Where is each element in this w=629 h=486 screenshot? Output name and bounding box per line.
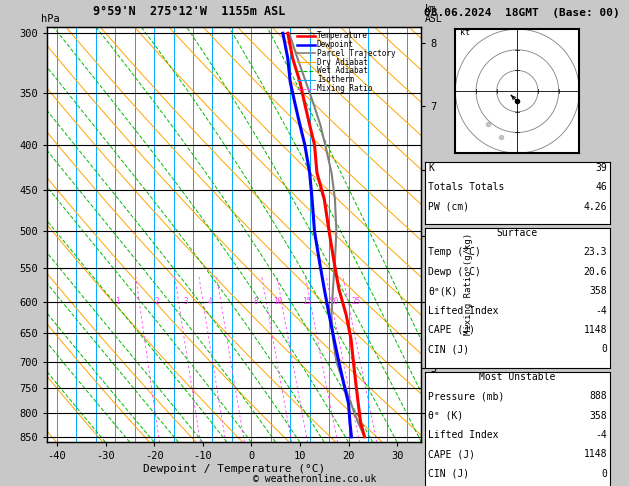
Text: © weatheronline.co.uk: © weatheronline.co.uk (253, 473, 376, 484)
Text: 15: 15 (303, 297, 312, 306)
Text: kt: kt (460, 28, 469, 37)
Text: 46: 46 (595, 182, 607, 192)
Text: θᵉ(K): θᵉ(K) (428, 286, 458, 296)
Text: PW (cm): PW (cm) (428, 202, 469, 211)
Text: 3: 3 (184, 297, 188, 306)
Text: Lifted Index: Lifted Index (428, 430, 499, 440)
Text: 20.6: 20.6 (584, 267, 607, 277)
Text: Lifted Index: Lifted Index (428, 306, 499, 315)
Text: CAPE (J): CAPE (J) (428, 450, 476, 459)
Text: Wet Adiabat: Wet Adiabat (317, 67, 368, 75)
Text: CAPE (J): CAPE (J) (428, 325, 476, 335)
Text: Mixing Ratio: Mixing Ratio (317, 84, 372, 93)
Text: 1148: 1148 (584, 450, 607, 459)
Text: LCL: LCL (429, 432, 447, 442)
Text: Temp (°C): Temp (°C) (428, 247, 481, 257)
Text: 20: 20 (330, 297, 338, 306)
Text: hPa: hPa (41, 14, 60, 24)
Text: 10: 10 (274, 297, 282, 306)
Text: 0: 0 (601, 345, 607, 354)
Text: 2: 2 (154, 297, 159, 306)
Text: 1148: 1148 (584, 325, 607, 335)
Text: 4: 4 (208, 297, 213, 306)
Text: CIN (J): CIN (J) (428, 469, 469, 479)
Text: Temperature: Temperature (317, 31, 368, 40)
Text: 888: 888 (589, 391, 607, 401)
Text: 23.3: 23.3 (584, 247, 607, 257)
Text: Most Unstable: Most Unstable (479, 372, 555, 382)
Text: 8: 8 (254, 297, 259, 306)
Text: Dewp (°C): Dewp (°C) (428, 267, 481, 277)
Text: -4: -4 (595, 430, 607, 440)
Text: Isotherm: Isotherm (317, 75, 354, 84)
Text: 358: 358 (589, 286, 607, 296)
Text: 39: 39 (595, 163, 607, 173)
Text: Dewpoint: Dewpoint (317, 40, 354, 49)
Text: Totals Totals: Totals Totals (428, 182, 504, 192)
Text: km
ASL: km ASL (425, 3, 442, 24)
Text: K: K (428, 163, 434, 173)
Text: CIN (J): CIN (J) (428, 345, 469, 354)
Text: Dry Adiabat: Dry Adiabat (317, 58, 368, 67)
X-axis label: Dewpoint / Temperature (°C): Dewpoint / Temperature (°C) (143, 464, 325, 474)
Text: 4.26: 4.26 (584, 202, 607, 211)
Text: 358: 358 (589, 411, 607, 420)
Text: 1: 1 (115, 297, 120, 306)
Text: 25: 25 (351, 297, 360, 306)
Text: 0: 0 (601, 469, 607, 479)
Text: θᵉ (K): θᵉ (K) (428, 411, 464, 420)
Text: -4: -4 (595, 306, 607, 315)
Text: 08.06.2024  18GMT  (Base: 00): 08.06.2024 18GMT (Base: 00) (424, 8, 620, 18)
Text: Pressure (mb): Pressure (mb) (428, 391, 504, 401)
Text: 9°59'N  275°12'W  1155m ASL: 9°59'N 275°12'W 1155m ASL (93, 5, 286, 18)
Text: Mixing Ratio (g/kg): Mixing Ratio (g/kg) (464, 233, 473, 335)
Text: Parcel Trajectory: Parcel Trajectory (317, 49, 396, 58)
Text: Surface: Surface (497, 228, 538, 238)
